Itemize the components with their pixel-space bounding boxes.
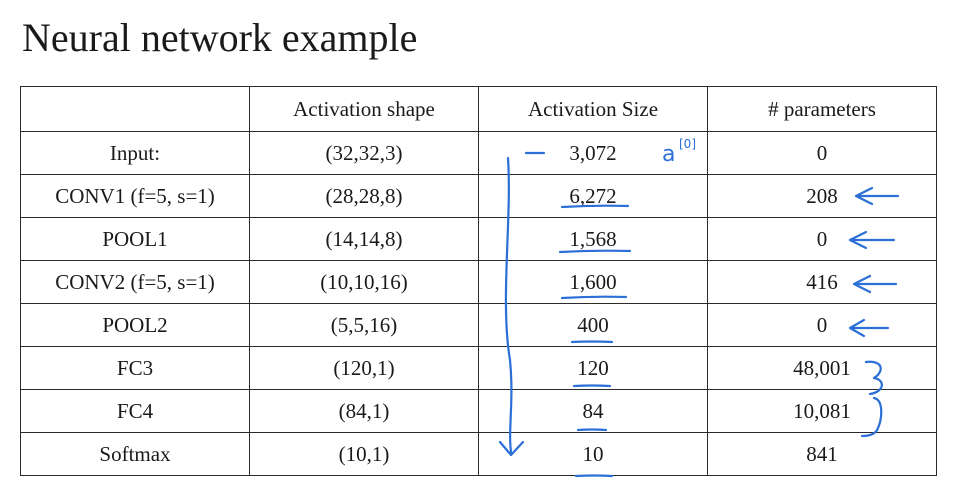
activation-size: 120 [478,346,708,390]
parameter-count: 0 [707,131,937,175]
layer-name: Softmax [20,432,250,476]
activation-size: 1,568 [478,217,708,261]
layer-name: FC3 [20,346,250,390]
header-parameters: # parameters [707,86,937,132]
table-row: POOL1 (14,14,8) 1,568 0 [20,217,937,261]
layer-name: CONV1 (f=5, s=1) [20,174,250,218]
activation-size: 1,600 [478,260,708,304]
activation-size: 3,072 [478,131,708,175]
activation-size: 84 [478,389,708,433]
layer-name: CONV2 (f=5, s=1) [20,260,250,304]
parameter-count: 0 [707,303,937,347]
activation-shape: (5,5,16) [249,303,479,347]
activation-shape: (28,28,8) [249,174,479,218]
layer-name: POOL2 [20,303,250,347]
activation-shape: (120,1) [249,346,479,390]
parameter-count: 10,081 [707,389,937,433]
table-row: CONV1 (f=5, s=1) (28,28,8) 6,272 208 [20,174,937,218]
parameter-count: 48,001 [707,346,937,390]
table-row: Input: (32,32,3) 3,072 0 [20,131,937,175]
activation-shape: (84,1) [249,389,479,433]
activation-size: 10 [478,432,708,476]
network-table: Activation shape Activation Size # param… [20,86,937,476]
parameter-count: 841 [707,432,937,476]
activation-size: 6,272 [478,174,708,218]
header-activation-shape: Activation shape [249,86,479,132]
table-row: CONV2 (f=5, s=1) (10,10,16) 1,600 416 [20,260,937,304]
slide-title: Neural network example [22,15,418,60]
parameter-count: 416 [707,260,937,304]
layer-name: FC4 [20,389,250,433]
table-row: POOL2 (5,5,16) 400 0 [20,303,937,347]
parameter-count: 0 [707,217,937,261]
activation-shape: (10,1) [249,432,479,476]
table-header-row: Activation shape Activation Size # param… [20,86,937,132]
table-row: FC3 (120,1) 120 48,001 [20,346,937,390]
activation-size: 400 [478,303,708,347]
activation-shape: (10,10,16) [249,260,479,304]
table-row: FC4 (84,1) 84 10,081 [20,389,937,433]
activation-shape: (32,32,3) [249,131,479,175]
header-activation-size: Activation Size [478,86,708,132]
header-layer [20,86,250,132]
parameter-count: 208 [707,174,937,218]
table-row: Softmax (10,1) 10 841 [20,432,937,476]
activation-shape: (14,14,8) [249,217,479,261]
layer-name: Input: [20,131,250,175]
layer-name: POOL1 [20,217,250,261]
